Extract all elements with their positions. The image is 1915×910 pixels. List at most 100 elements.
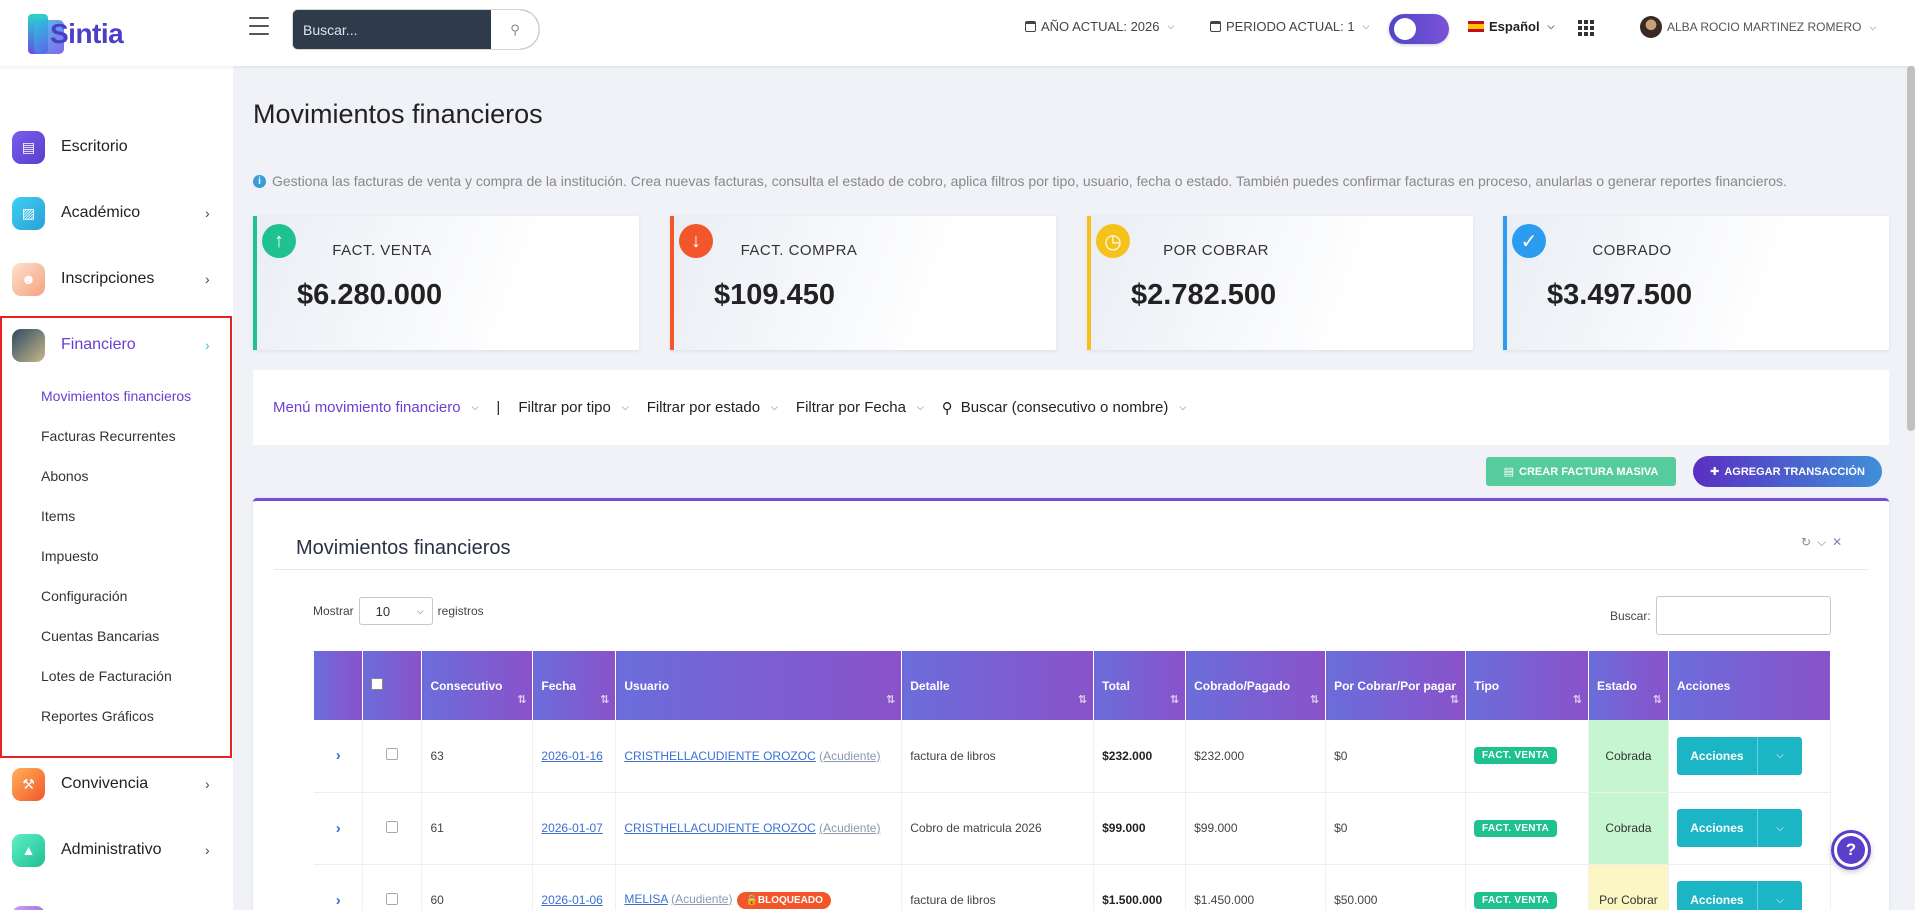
sidebar-item-escritorio[interactable]: ▤ Escritorio: [0, 123, 233, 171]
topbar: Sintia ⚲ AÑO ACTUAL: 2026 ⌵ PERIODO ACTU…: [0, 0, 1915, 66]
filter-buscar-dropdown[interactable]: ⚲ Buscar (consecutivo o nombre) ⌵: [942, 399, 1186, 417]
header-detalle[interactable]: Detalle ⇅: [901, 651, 1095, 720]
submenu-items[interactable]: Items: [41, 508, 76, 524]
global-search: ⚲: [292, 9, 540, 50]
period-selector[interactable]: PERIODO ACTUAL: 1 ⌵: [1210, 19, 1369, 34]
sort-icon: ⇅: [1449, 694, 1460, 706]
cell-detalle: factura de libros: [901, 720, 1095, 792]
header-consecutivo[interactable]: Consecutivo ⇅: [421, 651, 534, 720]
usuario-link[interactable]: CRISTHELLACUDIENTE OROZOC: [624, 748, 816, 763]
header-label: Total: [1102, 678, 1130, 693]
cell-cobrado: $1.450.000: [1185, 864, 1327, 910]
sidebar-item-inscripciones[interactable]: ☻ Inscripciones ›: [0, 255, 233, 303]
close-icon[interactable]: ✕: [1832, 535, 1843, 549]
stat-card-por-cobrar: ◷ POR COBRAR $2.782.500: [1087, 216, 1473, 350]
header-label: Acciones: [1676, 678, 1731, 693]
submenu-reportes-graficos[interactable]: Reportes Gráficos: [41, 708, 154, 724]
usuario-link[interactable]: CRISTHELLACUDIENTE OROZOC: [624, 821, 816, 835]
header-total[interactable]: Total ⇅: [1093, 651, 1187, 720]
sidebar-item-academico[interactable]: ▨ Académico ›: [0, 189, 233, 237]
sort-icon: ⇅: [1572, 694, 1582, 706]
header-usuario[interactable]: Usuario ⇅: [615, 651, 903, 720]
filter-tipo-dropdown[interactable]: Filtrar por tipo ⌵: [518, 399, 628, 416]
theme-toggle[interactable]: [1389, 14, 1449, 44]
submenu-abonos[interactable]: Abonos: [41, 468, 89, 484]
sidebar-item-administrativo[interactable]: ▲ Administrativo ›: [0, 826, 233, 874]
select-all-checkbox[interactable]: [371, 677, 384, 690]
cell-cobrado: $232.000: [1185, 720, 1327, 792]
table-search-input[interactable]: [1655, 596, 1831, 635]
agregar-transaccion-button[interactable]: ✚ AGREGAR TRANSACCIÓN: [1693, 456, 1882, 487]
header-por-cobrar[interactable]: Por Cobrar/Por pagar ⇅: [1325, 651, 1467, 720]
fecha-link[interactable]: 2026-01-07: [541, 821, 603, 835]
expand-row-icon[interactable]: ›: [314, 864, 364, 910]
chevron-right-icon: ›: [205, 842, 210, 858]
page-scrollbar[interactable]: [1907, 66, 1915, 431]
hamburger-menu-icon[interactable]: [249, 17, 269, 35]
page-title: Movimientos financieros: [253, 99, 543, 129]
filter-estado-dropdown[interactable]: Filtrar por estado ⌵: [647, 399, 778, 416]
chevron-down-icon[interactable]: ⌵: [1756, 809, 1802, 847]
year-selector[interactable]: AÑO ACTUAL: 2026 ⌵: [1025, 19, 1174, 34]
header-cobrado[interactable]: Cobrado/Pagado ⇅: [1185, 651, 1327, 720]
row-checkbox[interactable]: [386, 748, 399, 761]
page-length-select[interactable]: 10 ⌵: [358, 597, 433, 625]
submenu-configuracion[interactable]: Configuración: [41, 588, 128, 604]
acciones-button-group: Acciones ⌵: [1676, 736, 1802, 775]
arrow-down-icon: ↓: [679, 224, 713, 258]
language-selector[interactable]: Español ⌵: [1468, 19, 1554, 34]
row-checkbox[interactable]: [386, 820, 399, 833]
fecha-link[interactable]: 2026-01-16: [541, 748, 603, 763]
row-select-cell: [362, 720, 423, 792]
row-checkbox[interactable]: [386, 892, 399, 905]
chevron-right-icon: ›: [205, 337, 210, 353]
menu-movimiento-dropdown[interactable]: Menú movimiento financiero ⌵: [273, 399, 478, 416]
sidebar-item-financiero[interactable]: Financiero ›: [0, 321, 233, 369]
header-estado[interactable]: Estado ⇅: [1588, 651, 1669, 720]
expand-row-icon[interactable]: ›: [314, 720, 364, 792]
crear-factura-masiva-label: CREAR FACTURA MASIVA: [1519, 465, 1659, 478]
desk-icon: ▤: [12, 130, 45, 164]
header-fecha[interactable]: Fecha ⇅: [532, 651, 617, 720]
submenu-impuesto[interactable]: Impuesto: [41, 548, 99, 564]
acciones-button-group: Acciones ⌵: [1676, 809, 1802, 847]
submenu-movimientos-financieros[interactable]: Movimientos financieros: [41, 388, 192, 404]
stat-card-label: POR COBRAR: [1163, 242, 1269, 259]
global-search-input[interactable]: [293, 10, 491, 49]
crear-factura-masiva-button[interactable]: ▤ CREAR FACTURA MASIVA: [1486, 457, 1676, 486]
acciones-button[interactable]: Acciones: [1676, 736, 1757, 775]
user-name: ALBA ROCIO MARTINEZ ROMERO: [1667, 20, 1862, 34]
help-button[interactable]: ?: [1831, 830, 1871, 870]
acciones-button[interactable]: Acciones: [1676, 881, 1757, 910]
book-icon: ▨: [12, 196, 45, 230]
user-menu[interactable]: ALBA ROCIO MARTINEZ ROMERO ⌵: [1640, 16, 1876, 38]
expand-row-icon[interactable]: ›: [314, 792, 364, 864]
search-icon[interactable]: ⚲: [491, 10, 539, 49]
cell-tipo: FACT. VENTA: [1465, 792, 1589, 864]
usuario-role[interactable]: (Acudiente): [819, 821, 881, 835]
logo[interactable]: Sintia: [28, 14, 124, 54]
more-module-icon: [12, 906, 45, 910]
lock-icon: 🔒: [745, 894, 758, 906]
chevron-down-icon[interactable]: ⌵: [1756, 881, 1802, 910]
submenu-cuentas-bancarias[interactable]: Cuentas Bancarias: [41, 628, 160, 644]
sidebar-item-label: Convivencia: [61, 775, 149, 792]
fecha-link[interactable]: 2026-01-06: [541, 893, 603, 907]
apps-grid-icon[interactable]: [1578, 20, 1594, 36]
sort-icon: ⇅: [1309, 694, 1320, 706]
sidebar-item-convivencia[interactable]: ⚒ Convivencia ›: [0, 760, 233, 808]
submenu-lotes-facturacion[interactable]: Lotes de Facturación: [41, 668, 172, 684]
header-tipo[interactable]: Tipo ⇅: [1465, 651, 1589, 720]
usuario-role[interactable]: (Acudiente): [819, 748, 881, 763]
refresh-icon[interactable]: ↻: [1801, 535, 1812, 549]
acciones-button[interactable]: Acciones: [1676, 809, 1757, 847]
usuario-role[interactable]: (Acudiente): [671, 891, 733, 906]
chevron-down-icon[interactable]: ⌵: [1756, 736, 1802, 775]
chevron-down-icon: ⌵: [1179, 402, 1187, 412]
submenu-facturas-recurrentes[interactable]: Facturas Recurrentes: [41, 428, 176, 444]
sidebar-item-more[interactable]: ›: [0, 892, 233, 910]
usuario-link[interactable]: MELISA: [624, 891, 668, 906]
table-row: › 60 2026-01-06 MELISA (Acudiente) 🔒BLOQU…: [314, 864, 1832, 910]
filter-fecha-dropdown[interactable]: Filtrar por Fecha ⌵: [796, 399, 924, 416]
collapse-icon[interactable]: ⌵: [1817, 535, 1827, 549]
